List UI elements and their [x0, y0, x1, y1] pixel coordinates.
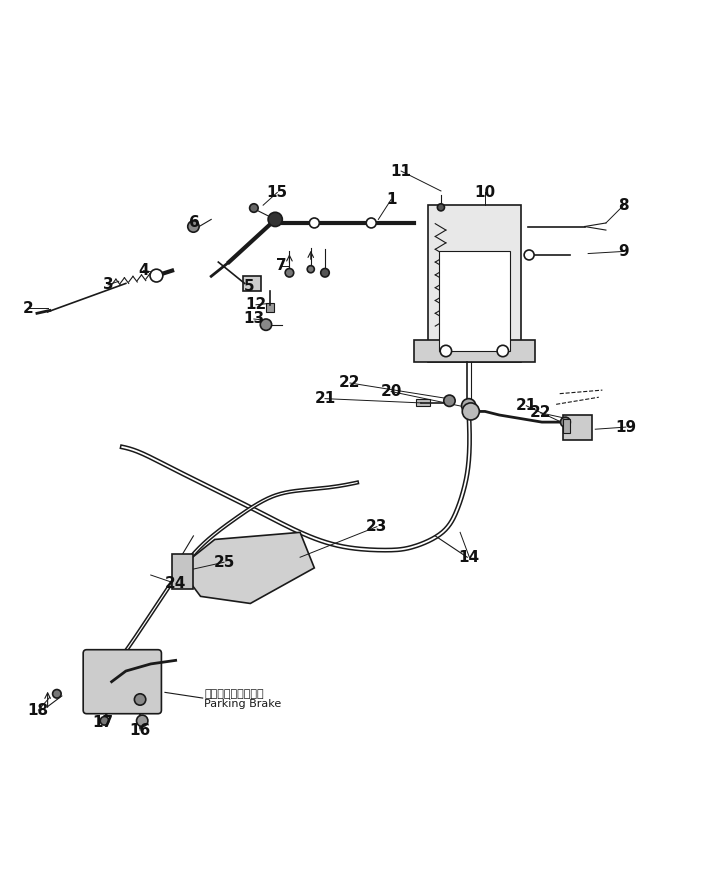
- Polygon shape: [179, 532, 314, 603]
- Circle shape: [524, 250, 534, 260]
- Text: 6: 6: [189, 215, 200, 231]
- Circle shape: [268, 212, 282, 226]
- Text: 11: 11: [391, 164, 411, 179]
- Text: 18: 18: [28, 703, 49, 718]
- Text: 20: 20: [381, 384, 402, 399]
- Text: 17: 17: [93, 715, 114, 730]
- Text: 3: 3: [103, 277, 114, 292]
- Text: 2: 2: [23, 300, 34, 316]
- Text: パーキングブレーキ: パーキングブレーキ: [204, 688, 263, 699]
- Text: 12: 12: [246, 298, 266, 312]
- Text: 7: 7: [276, 258, 286, 274]
- Circle shape: [250, 204, 258, 212]
- Circle shape: [100, 717, 109, 725]
- Circle shape: [438, 204, 445, 211]
- Circle shape: [461, 399, 476, 413]
- Text: 5: 5: [243, 280, 254, 294]
- Text: 14: 14: [459, 550, 480, 565]
- Bar: [563, 418, 570, 433]
- Bar: [243, 276, 261, 291]
- Text: 13: 13: [243, 311, 264, 326]
- Text: 8: 8: [618, 198, 629, 213]
- Circle shape: [188, 221, 199, 232]
- Text: 9: 9: [618, 244, 629, 259]
- Circle shape: [366, 218, 376, 228]
- Circle shape: [53, 689, 61, 698]
- Text: 22: 22: [530, 405, 551, 420]
- Text: 10: 10: [475, 185, 496, 200]
- Circle shape: [441, 345, 451, 357]
- Text: Parking Brake: Parking Brake: [204, 699, 281, 710]
- Text: 25: 25: [213, 554, 235, 569]
- Bar: [414, 341, 535, 362]
- Circle shape: [321, 268, 329, 277]
- Text: 21: 21: [314, 392, 336, 406]
- Circle shape: [261, 319, 271, 331]
- Bar: [428, 206, 521, 362]
- Bar: [172, 553, 193, 589]
- Bar: [416, 400, 431, 407]
- Circle shape: [307, 266, 314, 273]
- Text: 23: 23: [366, 519, 388, 534]
- Text: 21: 21: [516, 398, 537, 413]
- Circle shape: [134, 694, 146, 705]
- Circle shape: [444, 395, 455, 407]
- Bar: [266, 303, 274, 312]
- Text: 1: 1: [386, 192, 396, 207]
- Circle shape: [150, 269, 163, 282]
- Circle shape: [462, 403, 479, 420]
- Text: 22: 22: [339, 375, 361, 391]
- Bar: [439, 251, 510, 351]
- Circle shape: [497, 345, 508, 357]
- Text: 16: 16: [129, 722, 151, 738]
- Text: 24: 24: [165, 576, 186, 591]
- Circle shape: [136, 715, 148, 727]
- Text: 19: 19: [615, 419, 636, 434]
- Text: 15: 15: [267, 185, 288, 200]
- FancyBboxPatch shape: [83, 650, 161, 713]
- Circle shape: [285, 268, 293, 277]
- Circle shape: [560, 417, 570, 427]
- Text: 4: 4: [139, 263, 149, 278]
- Bar: [563, 415, 592, 440]
- Circle shape: [309, 218, 319, 228]
